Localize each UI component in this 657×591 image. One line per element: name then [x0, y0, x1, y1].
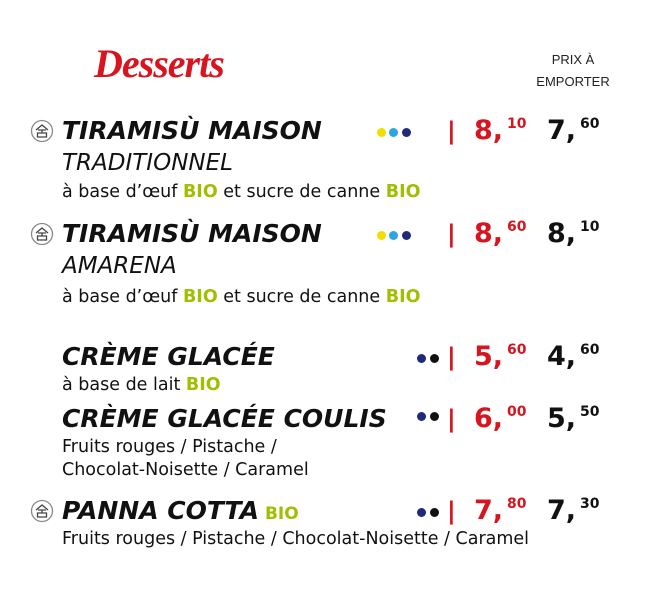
- description-text: et sucre de canne: [217, 287, 386, 307]
- item-description: à base d’œuf BIO et sucre de canne BIO: [62, 181, 420, 203]
- takeaway-cents: 30: [580, 496, 600, 512]
- bio-label: BIO: [385, 182, 421, 202]
- bio-label: BIO: [182, 287, 218, 307]
- description-text: à base d’œuf: [62, 287, 183, 307]
- separator: |: [447, 220, 456, 248]
- title: Desserts: [94, 41, 225, 86]
- separator: |: [447, 117, 456, 145]
- item-name-text: TIRAMISÙ MAISON: [62, 116, 322, 145]
- item-name-text: CRÈME GLACÉE COULIS: [62, 404, 387, 433]
- takeaway-label: EMPORTER: [536, 74, 610, 89]
- item-subname: AMARENA: [62, 253, 177, 279]
- color-dot: [429, 508, 439, 517]
- color-dot: [417, 412, 426, 421]
- price-cents: 60: [507, 342, 527, 358]
- color-dot: [417, 508, 426, 517]
- bio-label: BIO: [182, 182, 218, 202]
- takeaway-cents: 50: [580, 404, 600, 420]
- color-dot: [401, 128, 411, 137]
- item-name: CRÈME GLACÉE: [62, 342, 275, 372]
- price-cents: 10: [507, 116, 527, 132]
- color-dot: [429, 412, 439, 421]
- takeaway-price: 7,: [547, 115, 577, 146]
- takeaway-icon: [30, 119, 54, 143]
- price-cents: 00: [507, 404, 527, 420]
- item-description: Fruits rouges / Pistache / Chocolat-Nois…: [62, 528, 529, 550]
- bio-label: BIO: [185, 375, 221, 395]
- price: 8,: [474, 218, 504, 249]
- takeaway-price: 4,: [547, 341, 577, 372]
- takeaway-cents: 60: [580, 342, 600, 358]
- separator: |: [447, 343, 456, 371]
- takeaway-icon: [30, 222, 54, 246]
- item-subname: TRADITIONNEL: [62, 150, 233, 176]
- item-description: à base de lait BIO: [62, 374, 221, 396]
- description-text: Fruits rouges / Pistache /: [62, 437, 277, 457]
- takeaway-price: 7,: [547, 495, 577, 526]
- item-name: TIRAMISÙ MAISON: [62, 219, 322, 249]
- takeaway-label: PRIX À: [551, 52, 595, 67]
- description-text: Fruits rouges / Pistache / Chocolat-Nois…: [62, 529, 530, 549]
- takeaway-cents: 60: [580, 116, 600, 132]
- item-name-text: PANNA COTTA: [62, 496, 259, 525]
- takeaway-icon: [30, 499, 54, 523]
- color-dot: [376, 231, 386, 240]
- bio-label: BIO: [264, 504, 299, 524]
- takeaway-price: 5,: [547, 403, 577, 434]
- color-dot: [389, 128, 398, 137]
- item-name: CRÈME GLACÉE COULIS: [62, 404, 387, 434]
- item-description: à base d’œuf BIO et sucre de canne BIO: [62, 286, 420, 308]
- item-description: Fruits rouges / Pistache /: [62, 436, 277, 458]
- item-name-text: TIRAMISÙ MAISON: [62, 219, 322, 248]
- item-name-text: CRÈME GLACÉE: [62, 342, 275, 371]
- price: 6,: [474, 403, 504, 434]
- bio-label: BIO: [385, 287, 421, 307]
- color-dot: [376, 128, 386, 137]
- color-dot: [389, 231, 398, 240]
- separator: |: [447, 405, 456, 433]
- item-name: TIRAMISÙ MAISON: [62, 116, 322, 146]
- price-cents: 60: [507, 219, 527, 235]
- price: 5,: [474, 341, 504, 372]
- separator: |: [447, 497, 456, 525]
- description-text: à base d’œuf: [62, 182, 183, 202]
- item-description: Chocolat-Noisette / Caramel: [62, 459, 309, 481]
- takeaway-price: 8,: [547, 218, 577, 249]
- item-name: PANNA COTTA BIO: [62, 496, 299, 529]
- color-dot: [401, 231, 411, 240]
- description-text: et sucre de canne: [217, 182, 386, 202]
- price-cents: 80: [507, 496, 527, 512]
- description-text: à base de lait: [62, 375, 186, 395]
- takeaway-cents: 10: [580, 219, 600, 235]
- color-dot: [417, 354, 426, 363]
- color-dot: [429, 354, 439, 363]
- price: 8,: [474, 115, 504, 146]
- price: 7,: [474, 495, 504, 526]
- description-text: Chocolat-Noisette / Caramel: [62, 460, 309, 480]
